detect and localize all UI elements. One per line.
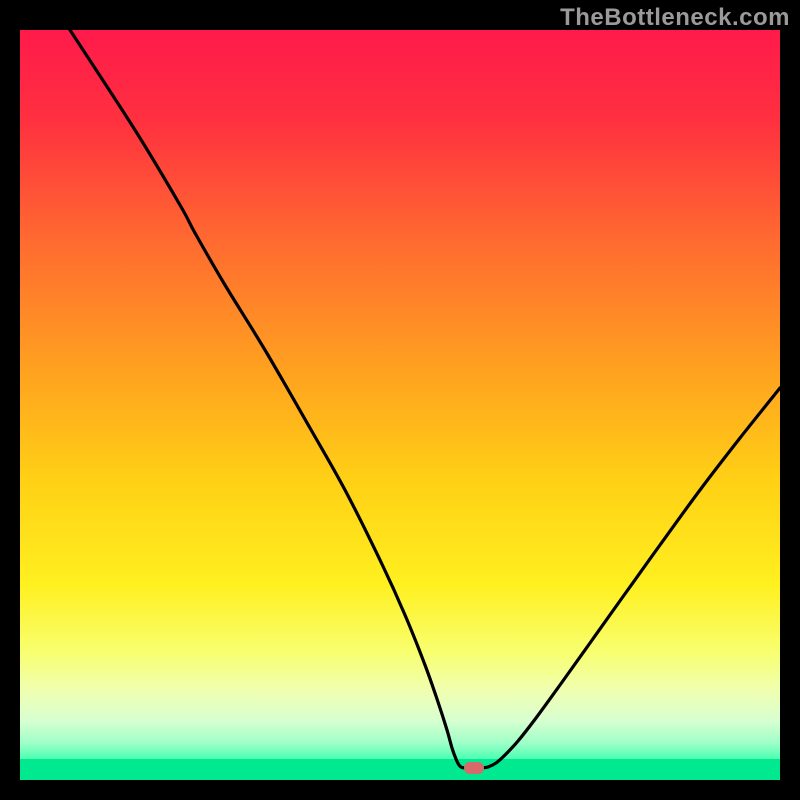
curve-svg: [20, 30, 780, 780]
frame-left: [0, 0, 20, 800]
frame-bottom: [0, 780, 800, 800]
watermark-text: TheBottleneck.com: [560, 4, 790, 32]
frame-right: [780, 0, 800, 800]
bottleneck-curve: [70, 30, 780, 768]
plot-area: [20, 30, 780, 780]
min-marker: [464, 762, 484, 774]
